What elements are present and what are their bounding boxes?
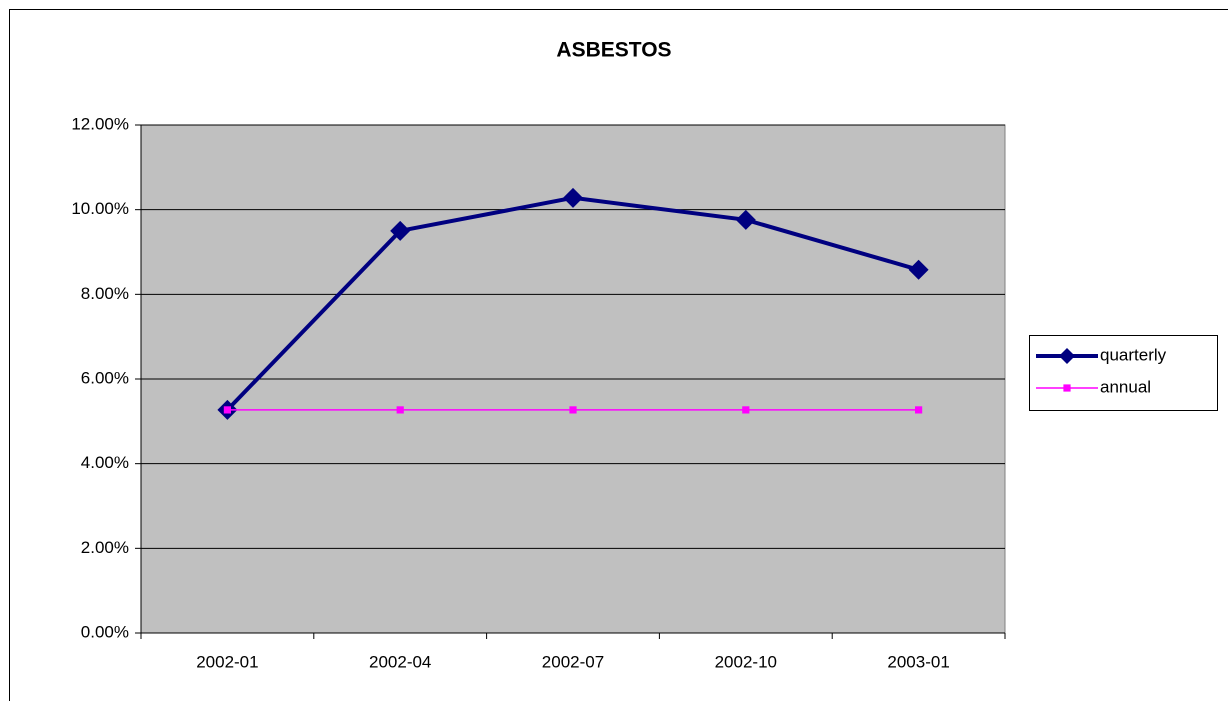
point	[569, 406, 577, 414]
legend-label: quarterly	[1100, 345, 1167, 364]
x-tick-label: 2003-01	[887, 652, 949, 671]
y-tick-label: 0.00%	[81, 622, 129, 641]
x-tick-label: 2002-07	[542, 652, 604, 671]
y-tick-label: 6.00%	[81, 368, 129, 387]
point	[908, 259, 929, 280]
point	[390, 220, 411, 241]
point	[396, 406, 404, 414]
y-tick-label: 8.00%	[81, 284, 129, 303]
legend-marker	[1063, 384, 1071, 392]
legend-marker	[1059, 348, 1075, 364]
point	[735, 209, 756, 230]
point	[563, 187, 583, 208]
y-tick-label: 12.00%	[71, 114, 129, 133]
x-tick-label: 2002-01	[196, 652, 258, 671]
x-tick-label: 2002-10	[715, 652, 777, 671]
legend-label: annual	[1100, 377, 1151, 396]
legend-box	[1029, 335, 1218, 411]
x-tick-label: 2002-04	[369, 652, 431, 671]
y-tick-label: 2.00%	[81, 538, 129, 557]
chart-title: ASBESTOS	[556, 39, 671, 62]
y-tick-label: 10.00%	[71, 199, 129, 218]
point	[742, 406, 750, 414]
point	[223, 406, 231, 414]
point	[915, 406, 923, 414]
y-tick-label: 4.00%	[81, 453, 129, 472]
